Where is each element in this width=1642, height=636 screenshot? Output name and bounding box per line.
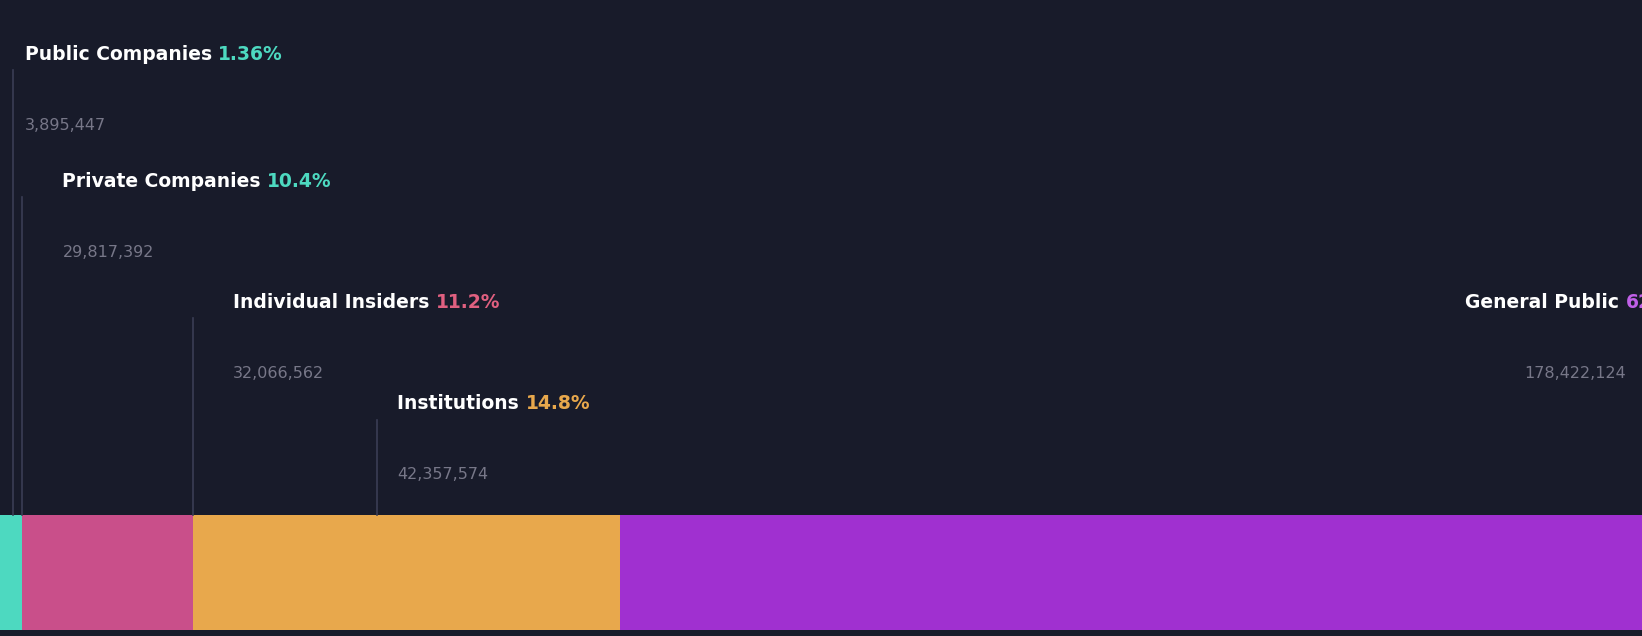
Text: Private Companies: Private Companies — [62, 172, 268, 191]
Text: Institutions: Institutions — [397, 394, 525, 413]
Bar — [23, 515, 194, 630]
Bar — [619, 515, 1642, 630]
Text: Public Companies: Public Companies — [25, 45, 218, 64]
Text: Individual Insiders: Individual Insiders — [233, 293, 437, 312]
Text: 29,817,392: 29,817,392 — [62, 245, 154, 260]
Bar — [0, 515, 23, 630]
Text: 10.4%: 10.4% — [268, 172, 332, 191]
Text: 14.8%: 14.8% — [525, 394, 589, 413]
Text: 3,895,447: 3,895,447 — [25, 118, 105, 133]
Text: 32,066,562: 32,066,562 — [233, 366, 323, 381]
Text: General Public: General Public — [1465, 293, 1626, 312]
Text: 178,422,124: 178,422,124 — [1524, 366, 1626, 381]
Text: 1.36%: 1.36% — [218, 45, 282, 64]
Text: 11.2%: 11.2% — [437, 293, 501, 312]
Bar — [194, 515, 376, 630]
Bar — [0, 515, 13, 630]
Text: 62.3%: 62.3% — [1626, 293, 1642, 312]
Text: 42,357,574: 42,357,574 — [397, 467, 488, 483]
Bar — [376, 515, 619, 630]
